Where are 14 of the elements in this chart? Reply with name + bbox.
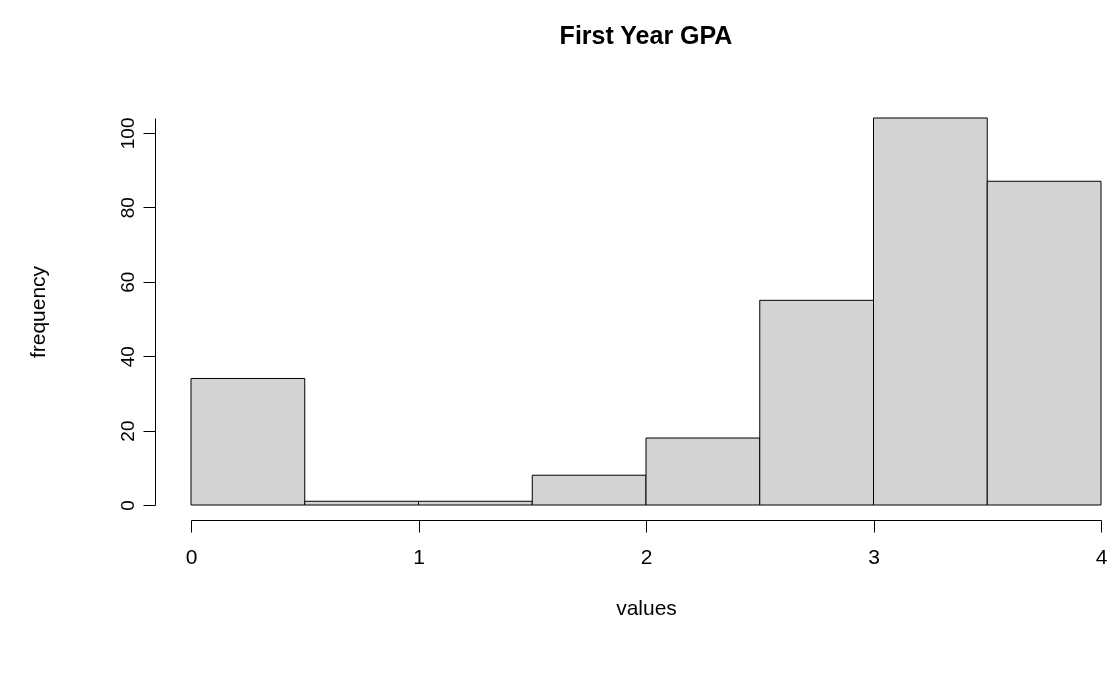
- x-tick-label: 4: [1095, 544, 1108, 568]
- y-tick-label: 20: [116, 420, 138, 442]
- y-tick-label: 100: [116, 117, 138, 150]
- chart-title: First Year GPA: [559, 21, 733, 50]
- x-tick-label: 0: [185, 544, 198, 568]
- y-tick-label: 0: [116, 500, 138, 511]
- y-axis-title: frequency: [25, 265, 49, 359]
- x-tick-label: 3: [868, 544, 880, 568]
- y-tick-label: 40: [116, 346, 138, 368]
- y-tick-label: 80: [116, 197, 138, 219]
- x-tick-label: 2: [640, 544, 653, 568]
- y-tick-label: 60: [116, 271, 138, 293]
- x-tick-label: 1: [413, 544, 425, 568]
- x-axis-title: values: [616, 595, 677, 619]
